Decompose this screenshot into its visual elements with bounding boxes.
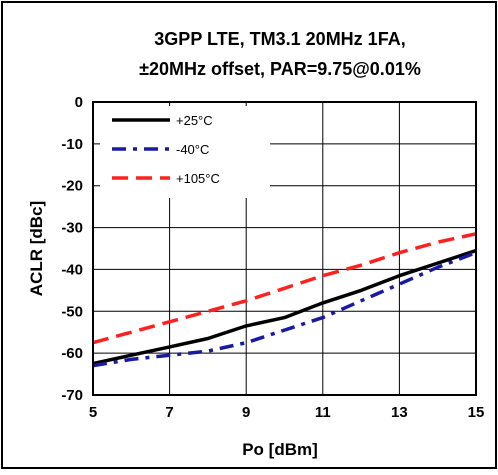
x-tick-label: 9 (242, 404, 250, 421)
y-axis-label: ACLR [dBc] (27, 201, 46, 296)
y-tick-label: -70 (61, 387, 83, 404)
chart-title-line-1: 3GPP LTE, TM3.1 20MHz 1FA, (154, 29, 405, 49)
legend-label-2: +105°C (176, 171, 220, 186)
series-line-2 (92, 232, 477, 345)
series-line-1 (92, 251, 477, 368)
plot-area-frame (92, 101, 477, 396)
x-tick-label: 15 (468, 404, 485, 421)
x-tick-label: 7 (165, 404, 173, 421)
legend-label-0: +25°C (176, 113, 213, 128)
y-tick-label: -50 (61, 303, 83, 320)
y-tick-label: -40 (61, 261, 83, 278)
x-tick-label: 13 (391, 404, 408, 421)
y-tick-label: -60 (61, 345, 83, 362)
tick-labels: 5 7 9 11 13 15 0 -10 -20 -30 -40 -50 -60 -70 (61, 94, 484, 421)
x-tick-label: 5 (89, 404, 97, 421)
chart-title-line-2: ±20MHz offset, PAR=9.75@0.01% (139, 59, 421, 79)
y-tick-label: -30 (61, 220, 83, 237)
x-tick-label: 11 (315, 404, 331, 421)
series-group (92, 232, 477, 368)
legend-label-1: -40°C (176, 142, 209, 157)
legend: +25°C -40°C +105°C (100, 106, 270, 198)
y-tick-label: 0 (75, 94, 83, 111)
y-tick-label: -10 (61, 136, 83, 153)
series-line-0 (92, 248, 477, 366)
y-tick-label: -20 (61, 178, 83, 195)
x-axis-label: Po [dBm] (242, 440, 318, 459)
